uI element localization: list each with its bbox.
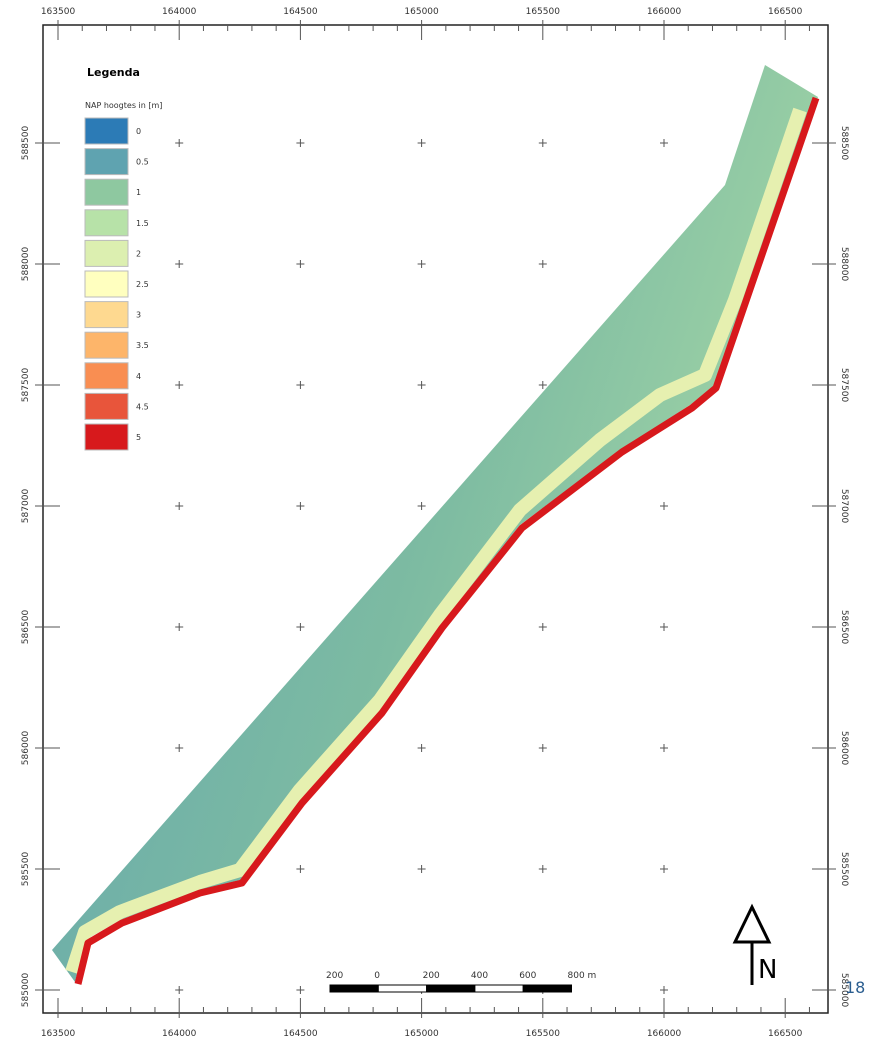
x-label-bottom: 166000 — [647, 1029, 682, 1039]
legend: Legenda NAP hoogtes in [m] 0 0.5 1 1.5 2 2.5 3… — [84, 66, 162, 451]
y-label-left: 588000 — [21, 247, 31, 282]
legend-swatch — [84, 301, 129, 329]
x-label-top: 166000 — [647, 7, 682, 17]
x-label-top: 163500 — [41, 7, 76, 17]
scale-label: 400 — [471, 971, 488, 981]
x-label-top: 164500 — [283, 7, 318, 17]
scale-label: 0 — [374, 971, 380, 981]
beach-area — [52, 65, 818, 982]
scale-segment — [426, 984, 476, 993]
legend-swatch — [84, 209, 129, 237]
scale-bar: 200 0 200 400 600 800 m — [326, 971, 597, 993]
grid: 163500 163500 164000 164000 164500 164500 1650… — [21, 7, 849, 1039]
x-label-bottom: 165000 — [404, 1029, 439, 1039]
y-label-left: 587500 — [21, 368, 31, 403]
legend-swatch — [84, 423, 129, 451]
legend-label: 3 — [136, 311, 141, 320]
scale-segment — [474, 984, 524, 993]
north-arrow: N — [732, 903, 777, 985]
legend-swatch — [84, 178, 129, 206]
x-label-bottom: 164500 — [283, 1029, 318, 1039]
scale-label: 800 m — [568, 971, 597, 981]
legend-label: 0 — [136, 127, 141, 136]
legend-swatch — [84, 117, 129, 145]
scale-segment — [329, 984, 379, 993]
dune-top — [74, 96, 820, 985]
legend-label: 4.5 — [136, 402, 149, 411]
y-label-left: 585500 — [21, 852, 31, 887]
y-label-left: 586500 — [21, 610, 31, 645]
y-label-left: 587000 — [21, 489, 31, 524]
y-label-right: 586500 — [839, 610, 849, 645]
y-label-right: 587500 — [839, 368, 849, 403]
legend-label: 0.5 — [136, 158, 149, 167]
north-label: N — [758, 955, 777, 985]
legend-label: 2 — [136, 249, 141, 258]
y-label-right: 585000 — [839, 973, 849, 1008]
legend-label: 4 — [136, 372, 141, 381]
x-label-bottom: 163500 — [41, 1029, 76, 1039]
page-number: 18 — [845, 978, 865, 997]
x-label-bottom: 164000 — [162, 1029, 197, 1039]
legend-label: 5 — [136, 433, 141, 442]
x-label-top: 166500 — [768, 7, 803, 17]
x-label-bottom: 166500 — [768, 1029, 803, 1039]
dune-zone — [65, 107, 807, 975]
x-label-bottom: 165500 — [526, 1029, 561, 1039]
legend-swatch — [84, 239, 129, 267]
legend-swatch — [84, 362, 129, 390]
scale-label: 200 — [423, 971, 440, 981]
y-label-left: 585000 — [21, 973, 31, 1008]
legend-subtitle: NAP hoogtes in [m] — [85, 101, 162, 110]
legend-swatch — [84, 331, 129, 359]
legend-label: 1 — [136, 188, 141, 197]
legend-label: 3.5 — [136, 341, 149, 350]
legend-title: Legenda — [87, 66, 140, 79]
legend-label: 1.5 — [136, 219, 149, 228]
y-label-right: 588000 — [839, 247, 849, 282]
legend-swatch — [84, 392, 129, 420]
y-label-left: 588500 — [21, 126, 31, 161]
scale-label: 600 — [519, 971, 536, 981]
x-label-top: 164000 — [162, 7, 197, 17]
scale-segment — [377, 984, 428, 993]
x-label-top: 165000 — [404, 7, 439, 17]
x-label-top: 165500 — [526, 7, 561, 17]
y-label-right: 588500 — [839, 126, 849, 161]
legend-label: 2.5 — [136, 280, 149, 289]
legend-swatch — [84, 270, 129, 298]
y-label-right: 585500 — [839, 852, 849, 887]
scale-label: 200 — [326, 971, 343, 981]
legend-swatch — [84, 148, 129, 176]
y-label-right: 586000 — [839, 731, 849, 766]
y-label-left: 586000 — [21, 731, 31, 766]
y-label-right: 587000 — [839, 489, 849, 524]
scale-segment — [522, 984, 573, 993]
